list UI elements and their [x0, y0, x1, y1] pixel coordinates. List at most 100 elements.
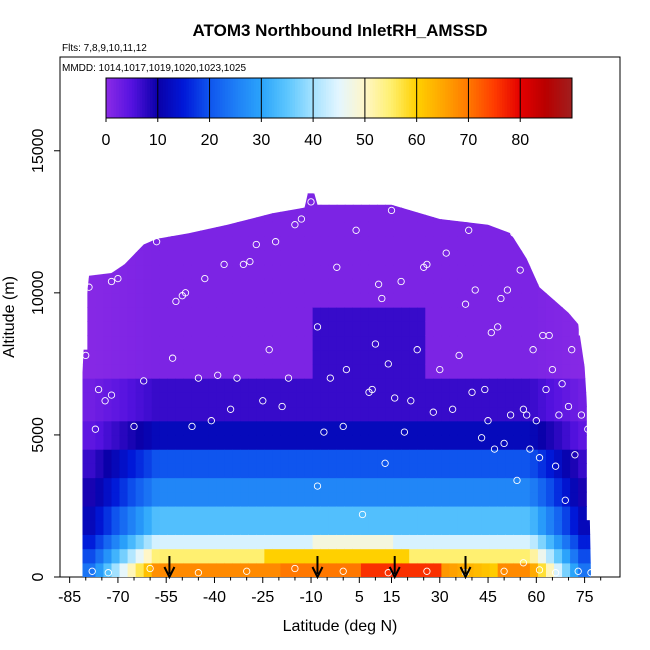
heatmap-cell — [296, 406, 306, 422]
heatmap-cell — [425, 505, 434, 521]
heatmap-cell — [127, 491, 137, 507]
heatmap-cell — [87, 392, 97, 408]
heatmap-cell — [200, 449, 209, 464]
sample-point — [500, 439, 508, 448]
heatmap-cell — [224, 236, 233, 251]
sample-point — [503, 286, 512, 294]
heatmap-cell — [529, 477, 539, 493]
heatmap-cell — [320, 392, 330, 408]
colorbar-segment — [527, 78, 532, 118]
heatmap-cell — [562, 307, 571, 322]
heatmap-cell — [570, 378, 579, 393]
heatmap-cell — [368, 207, 378, 223]
heatmap-cell — [433, 221, 442, 237]
heatmap-cell — [103, 292, 113, 308]
colorbar-tick-label: 40 — [304, 132, 322, 149]
heatmap-cell — [87, 477, 97, 493]
y-tick-label: 5000 — [30, 417, 47, 453]
heatmap-cell — [360, 250, 370, 266]
heatmap-cell — [465, 307, 475, 322]
heatmap-cell — [545, 321, 555, 337]
x-tick-label: 30 — [431, 589, 449, 606]
heatmap-cell — [465, 520, 475, 535]
heatmap-cell — [449, 335, 459, 351]
heatmap-cell — [401, 420, 410, 436]
heatmap-cell — [385, 250, 394, 266]
heatmap-cell — [545, 463, 555, 479]
heatmap-cell — [272, 505, 282, 521]
heatmap-cell — [183, 534, 193, 550]
heatmap-cell — [183, 292, 193, 308]
heatmap-cell — [385, 278, 394, 294]
sample-point — [104, 569, 112, 577]
heatmap-cell — [377, 420, 386, 436]
heatmap-cell — [208, 221, 217, 237]
sample-point — [535, 454, 544, 462]
heatmap-cell — [95, 363, 105, 379]
heatmap-cell — [328, 534, 338, 550]
heatmap-cell — [417, 505, 426, 521]
heatmap-cell — [513, 420, 523, 436]
heatmap-cell — [497, 520, 507, 535]
sample-point — [384, 360, 392, 368]
heatmap-cell — [143, 363, 153, 379]
heatmap-cell — [417, 392, 426, 408]
heatmap-cell — [191, 349, 201, 365]
heatmap-cell — [183, 491, 193, 507]
heatmap-cell — [545, 505, 555, 521]
heatmap-cell — [280, 378, 290, 393]
heatmap-cell — [159, 307, 169, 322]
heatmap-cell — [175, 534, 185, 550]
heatmap-cell — [280, 278, 290, 294]
heatmap-cell — [135, 349, 145, 365]
heatmap-cell — [473, 349, 483, 365]
heatmap-cell — [312, 292, 322, 308]
heatmap-cell — [200, 307, 209, 322]
sample-point — [574, 567, 582, 575]
heatmap-cell — [256, 250, 265, 266]
heatmap-cell — [87, 463, 97, 479]
heatmap-cell — [521, 434, 531, 450]
heatmap-cell — [570, 321, 579, 337]
heatmap-cell — [248, 434, 257, 450]
heatmap-cell — [457, 264, 467, 280]
heatmap-cell — [409, 221, 418, 237]
heatmap-cell — [127, 321, 137, 337]
heatmap-cell — [401, 292, 410, 308]
heatmap-cell — [385, 207, 394, 223]
heatmap-cell — [119, 278, 129, 294]
heatmap-cell — [240, 292, 249, 308]
heatmap-cell — [256, 307, 265, 322]
heatmap-cell — [537, 363, 547, 379]
heatmap-cell — [401, 548, 410, 564]
heatmap-cell — [280, 236, 290, 251]
heatmap-cell — [320, 477, 330, 493]
heatmap-cell — [377, 477, 386, 493]
heatmap-cell — [425, 292, 434, 308]
heatmap-cell — [537, 406, 547, 422]
heatmap-cell — [200, 278, 209, 294]
heatmap-cell — [529, 278, 539, 294]
heatmap-cell — [143, 250, 153, 266]
heatmap-cell — [183, 278, 193, 294]
heatmap-cell — [151, 520, 161, 535]
sample-point — [465, 226, 473, 234]
heatmap-cell — [473, 221, 483, 237]
heatmap-cell — [256, 292, 265, 308]
heatmap-cell — [232, 420, 241, 436]
heatmap-cell — [143, 434, 153, 450]
heatmap-cell — [529, 463, 539, 479]
heatmap-cell — [248, 236, 257, 251]
heatmap-cell — [320, 491, 330, 507]
heatmap-cell — [304, 250, 314, 266]
heatmap-cell — [82, 491, 88, 507]
heatmap-cell — [288, 349, 298, 365]
heatmap-cell — [264, 463, 274, 479]
heatmap-cell — [360, 307, 370, 322]
heatmap-cell — [417, 236, 426, 251]
heatmap-cell — [529, 406, 539, 422]
heatmap-cell — [82, 520, 88, 535]
heatmap-cell — [368, 477, 378, 493]
sample-point — [320, 428, 328, 436]
heatmap-cell — [352, 534, 362, 550]
